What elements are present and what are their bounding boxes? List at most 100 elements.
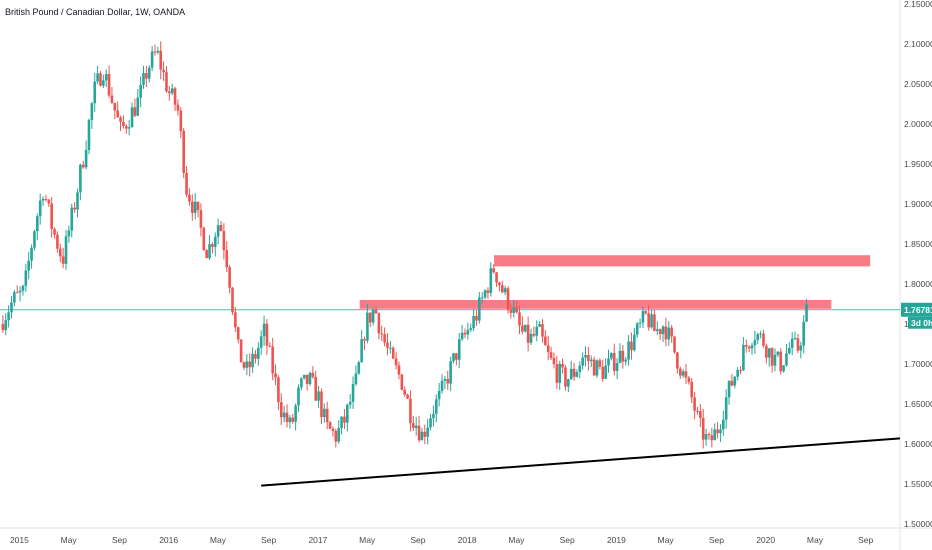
candle-body: [193, 201, 197, 213]
candle-body: [409, 398, 412, 424]
candle-body: [274, 373, 277, 378]
candle-body: [753, 340, 757, 346]
candle-body: [380, 333, 384, 335]
candle-body: [498, 282, 501, 286]
candle-body: [10, 302, 13, 313]
candle-body: [234, 312, 237, 328]
candle-body: [50, 203, 53, 229]
candle-body: [24, 270, 28, 286]
candle-body: [211, 244, 214, 247]
candle-body: [475, 315, 478, 321]
candle-body: [432, 413, 435, 419]
price-axis[interactable]: 2.15000 2.10000 2.05000 2.00000 1.95000 1.900…: [901, 0, 932, 529]
candle-body: [371, 309, 375, 323]
candle-body: [124, 126, 128, 129]
candle-body: [363, 339, 366, 341]
candle-body: [440, 380, 444, 391]
y-tick-label: 1.70000: [904, 359, 932, 369]
candle-body: [96, 73, 99, 82]
candle-body: [561, 363, 564, 368]
candle-body: [615, 363, 619, 371]
candle-body: [360, 339, 363, 363]
candle-body: [317, 391, 320, 401]
candle-body: [733, 376, 737, 386]
candle-body: [179, 110, 183, 131]
candle-body: [397, 365, 401, 375]
candle-body: [231, 287, 234, 313]
time-axis[interactable]: 2015 May Sep 2016 May Sep 2017 May Sep 2018 May Sep…: [10, 535, 874, 545]
candle-body: [320, 391, 323, 418]
candle-body: [150, 51, 154, 68]
candle-body: [489, 268, 493, 293]
candle-body: [7, 312, 10, 321]
candle-body: [13, 292, 16, 303]
candle-body: [348, 401, 352, 405]
candle-body: [391, 347, 395, 359]
candle-body: [236, 327, 240, 340]
candle-body: [102, 80, 105, 86]
support-trendline[interactable]: [261, 437, 901, 487]
candle-body: [119, 117, 122, 122]
candle-body: [785, 353, 788, 366]
candle-body: [400, 374, 404, 390]
candle-body: [664, 326, 668, 340]
candle-body: [589, 359, 593, 362]
candle-body: [147, 67, 151, 79]
candle-body: [36, 216, 39, 232]
candle-body: [655, 329, 659, 332]
candle-body: [127, 127, 131, 129]
resistance-zone-1[interactable]: [359, 300, 832, 309]
trendline[interactable]: [261, 437, 901, 487]
candle-body: [107, 74, 111, 96]
candle-body: [526, 324, 530, 343]
candle-body: [58, 248, 62, 257]
x-tick-label: Sep: [410, 535, 425, 545]
y-tick-label: 2.00000: [904, 119, 932, 129]
candle-body: [744, 344, 748, 347]
candle-body: [759, 333, 762, 335]
candle-body: [742, 344, 745, 371]
candle-body: [162, 69, 165, 73]
candle-body: [747, 346, 751, 349]
candle-body: [328, 422, 332, 429]
candle-body: [472, 315, 475, 329]
resistance-zone-2[interactable]: [494, 255, 871, 267]
chart-title: British Pound / Canadian Dollar, 1W, OAN…: [5, 7, 186, 17]
candle-body: [635, 323, 639, 335]
candle-body: [99, 73, 102, 86]
candle-body: [503, 288, 507, 293]
candle-body: [549, 352, 553, 358]
candle-body: [38, 200, 42, 217]
candle-body: [337, 427, 340, 442]
countdown-label: 3d 0h: [911, 318, 932, 328]
candle-body: [265, 323, 269, 346]
candle-body: [254, 353, 257, 359]
candle-body: [357, 362, 361, 374]
candle-body: [110, 95, 114, 103]
y-tick-label: 1.95000: [904, 159, 932, 169]
candle-body: [159, 50, 163, 70]
candle-body: [139, 84, 142, 98]
candle-body: [773, 354, 777, 366]
candle-body: [610, 353, 613, 359]
y-tick-label: 1.90000: [904, 199, 932, 209]
candle-body: [569, 368, 573, 380]
candle-body: [262, 323, 266, 337]
x-tick-label: 2015: [10, 535, 29, 545]
candle-body: [156, 50, 160, 53]
candle-body: [443, 378, 447, 381]
candle-body: [426, 427, 429, 437]
candle-body: [492, 268, 495, 273]
candle-body: [630, 341, 633, 351]
candle-body: [658, 329, 662, 335]
candle-body: [113, 102, 117, 111]
resistance-zones[interactable]: [359, 255, 871, 309]
candle-body: [558, 363, 562, 383]
candle-body: [41, 198, 45, 201]
candle-body: [208, 244, 211, 259]
candle-body: [173, 88, 177, 105]
candle-body: [457, 339, 461, 360]
candle-body: [170, 88, 174, 94]
